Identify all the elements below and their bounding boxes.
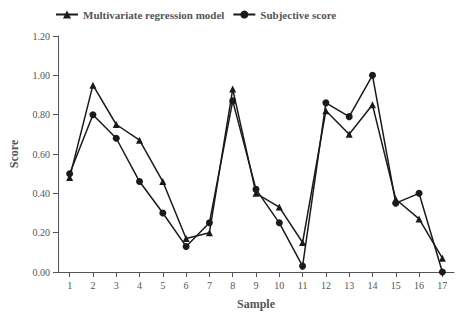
svg-text:14: 14	[367, 280, 377, 291]
svg-text:7: 7	[207, 280, 212, 291]
svg-text:Sample: Sample	[237, 297, 276, 311]
svg-text:0.60: 0.60	[33, 149, 51, 160]
svg-text:0.40: 0.40	[33, 188, 51, 199]
svg-text:5: 5	[160, 280, 165, 291]
svg-text:Multivariate regression model: Multivariate regression model	[83, 9, 224, 21]
svg-text:0.00: 0.00	[33, 267, 51, 278]
svg-text:12: 12	[321, 280, 331, 291]
svg-text:4: 4	[137, 280, 142, 291]
svg-text:10: 10	[274, 280, 284, 291]
svg-text:11: 11	[298, 280, 308, 291]
svg-text:9: 9	[254, 280, 259, 291]
svg-text:3: 3	[114, 280, 119, 291]
svg-text:15: 15	[391, 280, 401, 291]
svg-text:13: 13	[344, 280, 354, 291]
svg-text:16: 16	[414, 280, 424, 291]
svg-text:8: 8	[230, 280, 235, 291]
svg-text:Subjective score: Subjective score	[260, 9, 336, 21]
svg-text:0.80: 0.80	[33, 109, 51, 120]
svg-text:Score: Score	[7, 139, 21, 168]
svg-text:0.20: 0.20	[33, 227, 51, 238]
svg-text:6: 6	[184, 280, 189, 291]
svg-text:17: 17	[437, 280, 447, 291]
svg-text:2: 2	[90, 280, 95, 291]
svg-text:1.00: 1.00	[33, 70, 51, 81]
svg-text:1: 1	[67, 280, 72, 291]
svg-text:1.20: 1.20	[33, 31, 51, 42]
